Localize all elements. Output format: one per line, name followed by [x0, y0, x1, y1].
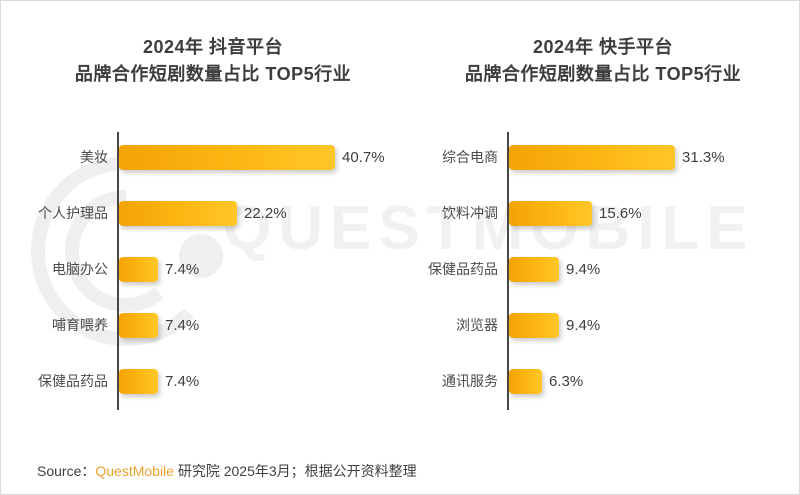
category-label: 个人护理品: [38, 205, 108, 221]
bar: [509, 144, 675, 170]
douyin-chart-panel: 2024年 抖音平台 品牌合作短剧数量占比 TOP5行业 美妆 40.7% 个人护理…: [29, 1, 397, 410]
category-label: 美妆: [80, 149, 108, 165]
category-label: 通讯服务: [442, 373, 498, 389]
bar-row: 通讯服务 6.3%: [419, 353, 787, 409]
bar: [509, 200, 592, 226]
bar-row: 哺育喂养 7.4%: [29, 297, 397, 353]
category-label: 电脑办公: [52, 261, 108, 277]
bar: [119, 200, 237, 226]
bar-row: 美妆 40.7%: [29, 129, 397, 185]
bar-row: 浏览器 9.4%: [419, 297, 787, 353]
douyin-chart-title: 2024年 抖音平台 品牌合作短剧数量占比 TOP5行业: [29, 1, 397, 88]
bar: [119, 312, 158, 338]
source-suffix: 研究院 2025年3月；根据公开资料整理: [173, 463, 417, 479]
bar-row: 饮料冲调 15.6%: [419, 185, 787, 241]
category-label: 哺育喂养: [52, 317, 108, 333]
kuaishou-bar-chart: 综合电商 31.3% 饮料冲调 15.6% 保健品药品 9.4% 浏览器 9.4% 通讯服务 6.…: [419, 129, 787, 410]
title-line-2: 品牌合作短剧数量占比 TOP5行业: [464, 64, 742, 84]
category-label: 综合电商: [442, 149, 498, 165]
bar: [119, 144, 335, 170]
category-label: 浏览器: [456, 317, 498, 333]
value-label: 6.3%: [549, 372, 584, 390]
category-label: 保健品药品: [38, 373, 108, 389]
value-label: 9.4%: [566, 260, 601, 278]
questmobile-logo-watermark-icon: [31, 156, 223, 347]
title-line-2: 品牌合作短剧数量占比 TOP5行业: [74, 64, 352, 84]
douyin-bar-chart: 美妆 40.7% 个人护理品 22.2% 电脑办公 7.4% 哺育喂养 7.4% 保健品药品 7.…: [29, 129, 397, 410]
value-label: 31.3%: [682, 148, 725, 166]
bar-row: 个人护理品 22.2%: [29, 185, 397, 241]
bar-row: 保健品药品 9.4%: [419, 241, 787, 297]
value-label: 15.6%: [599, 204, 642, 222]
watermark-text: QUESTMOBILE: [223, 194, 755, 263]
bar-row: 综合电商 31.3%: [419, 129, 787, 185]
category-label: 饮料冲调: [442, 205, 498, 221]
y-axis-line: [117, 132, 119, 410]
bar-rows: 综合电商 31.3% 饮料冲调 15.6% 保健品药品 9.4% 浏览器 9.4% 通讯服务 6.…: [419, 129, 787, 409]
bar: [509, 312, 559, 338]
bar: [119, 256, 158, 282]
value-label: 22.2%: [244, 204, 287, 222]
kuaishou-chart-title: 2024年 快手平台 品牌合作短剧数量占比 TOP5行业: [419, 1, 787, 88]
bar: [509, 256, 559, 282]
source-brand: QuestMobile: [95, 463, 174, 479]
bar-rows: 美妆 40.7% 个人护理品 22.2% 电脑办公 7.4% 哺育喂养 7.4% 保健品药品 7.…: [29, 129, 397, 409]
category-label: 保健品药品: [428, 261, 498, 277]
bar: [119, 368, 158, 394]
bar: [509, 368, 542, 394]
title-line-1: 2024年 抖音平台: [142, 37, 284, 57]
title-line-1: 2024年 快手平台: [532, 37, 674, 57]
value-label: 7.4%: [165, 372, 200, 390]
source-line: Source：QuestMobile 研究院 2025年3月；根据公开资料整理: [37, 461, 417, 481]
logo-dot: [179, 234, 223, 278]
value-label: 9.4%: [566, 316, 601, 334]
value-label: 40.7%: [342, 148, 385, 166]
value-label: 7.4%: [165, 316, 200, 334]
bar-row: 保健品药品 7.4%: [29, 353, 397, 409]
y-axis-line: [507, 132, 509, 410]
kuaishou-chart-panel: 2024年 快手平台 品牌合作短剧数量占比 TOP5行业 综合电商 31.3% 饮料…: [419, 1, 787, 410]
value-label: 7.4%: [165, 260, 200, 278]
source-prefix: Source：: [37, 463, 96, 479]
bar-row: 电脑办公 7.4%: [29, 241, 397, 297]
